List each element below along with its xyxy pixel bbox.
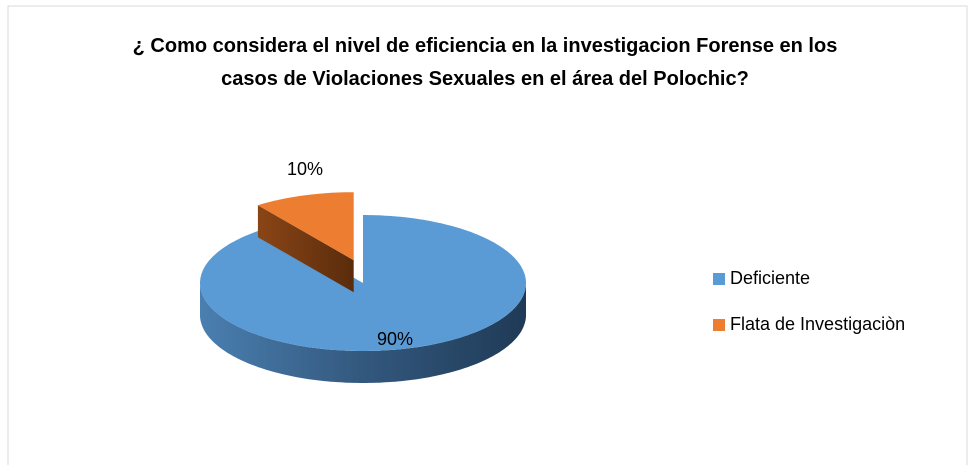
legend-swatch [713,273,725,285]
chart-border [7,5,968,465]
slice-side [200,283,526,383]
chart-title: ¿ Como considera el nivel de eficiencia … [132,35,838,90]
slice [257,192,354,261]
slice-edge [257,205,354,293]
data-label: 10% [287,159,323,179]
legend-label: Deficiente [730,268,810,288]
slice [200,215,526,351]
legend-swatch [713,319,725,331]
legend-label: Flata de Investigaciòn [730,314,905,334]
data-label: 90% [377,329,413,349]
